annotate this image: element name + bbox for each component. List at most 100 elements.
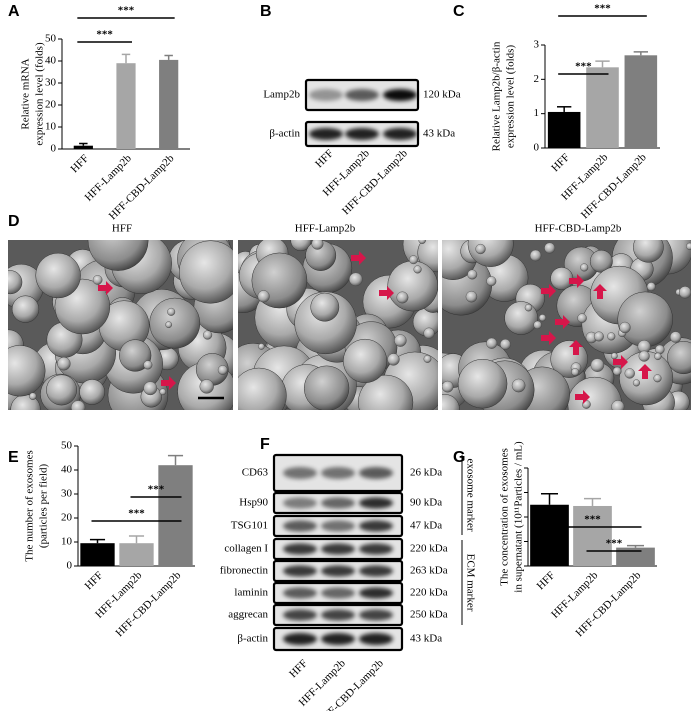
blot-band — [383, 89, 417, 101]
exosome — [423, 355, 432, 363]
exosome — [577, 313, 587, 323]
bar — [624, 55, 658, 148]
y-tick-label: 30 — [61, 488, 73, 500]
exosome — [475, 243, 486, 255]
exosome — [467, 269, 478, 280]
exosome — [92, 275, 103, 285]
bar — [586, 67, 619, 148]
cell — [290, 240, 312, 252]
protein-label: TSG101 — [231, 520, 268, 532]
arrow — [569, 340, 583, 355]
exosome — [590, 358, 605, 372]
y-tick-label: 10 — [45, 121, 57, 133]
exosome — [486, 276, 497, 287]
exosome — [511, 378, 526, 393]
exosome — [165, 321, 172, 329]
blot-band — [359, 467, 393, 479]
protein-label: collagen I — [224, 543, 268, 555]
cell — [35, 252, 81, 299]
exosome — [654, 352, 662, 361]
cell — [342, 338, 388, 383]
blot-band — [321, 497, 355, 509]
size-label: 120 kDa — [423, 89, 461, 101]
blot-band — [345, 128, 379, 140]
blot-band — [359, 497, 393, 509]
cell — [457, 358, 508, 409]
cell — [79, 379, 105, 405]
lane-label: HFF-CBD-Lamp2b — [340, 147, 410, 217]
cell — [504, 301, 538, 335]
group-label: exosome marker — [464, 459, 476, 532]
cell — [667, 341, 691, 375]
y-tick-label: 2 — [534, 73, 540, 85]
blot-band — [359, 633, 393, 645]
bar — [119, 543, 154, 566]
y-tick-label: 50 — [45, 33, 57, 45]
bar — [80, 543, 115, 566]
exosome — [524, 303, 533, 312]
exosome — [349, 272, 363, 287]
panel-label: G — [453, 449, 465, 466]
bar — [158, 465, 193, 566]
size-label: 220 kDa — [410, 587, 448, 599]
exosome — [533, 320, 542, 330]
exosome — [580, 263, 589, 272]
protein-label: Lamp2b — [263, 89, 300, 101]
panel-label: C — [453, 3, 465, 20]
cell — [119, 339, 152, 372]
blot-band — [359, 609, 393, 621]
exosome — [624, 368, 635, 379]
arrow — [541, 331, 556, 345]
protein-label: β-actin — [237, 633, 268, 645]
significance-label: *** — [584, 514, 601, 526]
blot-band — [359, 565, 393, 577]
cell — [310, 292, 340, 322]
blot-band — [283, 497, 317, 509]
size-label: 43 kDa — [423, 128, 455, 140]
exosome — [538, 314, 547, 322]
y-axis-label: The number of exosomes — [24, 450, 36, 562]
exosome — [413, 265, 422, 274]
cell — [633, 240, 664, 263]
exosome — [387, 353, 400, 366]
size-label: 43 kDa — [410, 633, 442, 645]
exosome — [442, 380, 454, 393]
arrow — [555, 315, 570, 329]
blot-band — [359, 543, 393, 555]
exosome — [57, 356, 71, 371]
blot-band — [321, 633, 355, 645]
y-axis-label: expression level (folds) — [505, 45, 517, 149]
panel-label: B — [260, 3, 272, 20]
exosome — [669, 331, 682, 343]
protein-label: aggrecan — [228, 609, 268, 621]
exosome — [653, 374, 662, 383]
size-label: 47 kDa — [410, 520, 442, 532]
exosome — [571, 368, 580, 376]
bar — [530, 504, 569, 566]
blot-band — [321, 587, 355, 599]
y-axis-label: The concentration of exosomes — [499, 448, 511, 586]
exosome — [394, 334, 407, 347]
exosome — [396, 291, 409, 304]
exosome — [610, 352, 618, 360]
y-tick-label: 0 — [51, 143, 57, 155]
cell — [238, 367, 287, 410]
blot-band — [321, 565, 355, 577]
x-tick-label: HFF-CBD-Lamp2b — [114, 569, 184, 639]
y-tick-label: 50 — [61, 440, 73, 452]
exosome — [611, 400, 625, 410]
exosome — [486, 337, 498, 349]
cell — [87, 240, 149, 271]
blot-band — [321, 520, 355, 532]
protein-label: laminin — [234, 587, 268, 599]
blot-band — [309, 128, 343, 140]
blot-band — [283, 543, 317, 555]
arrow — [575, 390, 590, 404]
x-tick-label: HFF — [68, 152, 91, 175]
bar — [159, 59, 179, 149]
group-label: ECM marker — [464, 554, 476, 612]
y-tick-label: 3 — [534, 39, 540, 51]
arrow — [569, 274, 584, 288]
y-tick-label: 0 — [534, 142, 540, 154]
